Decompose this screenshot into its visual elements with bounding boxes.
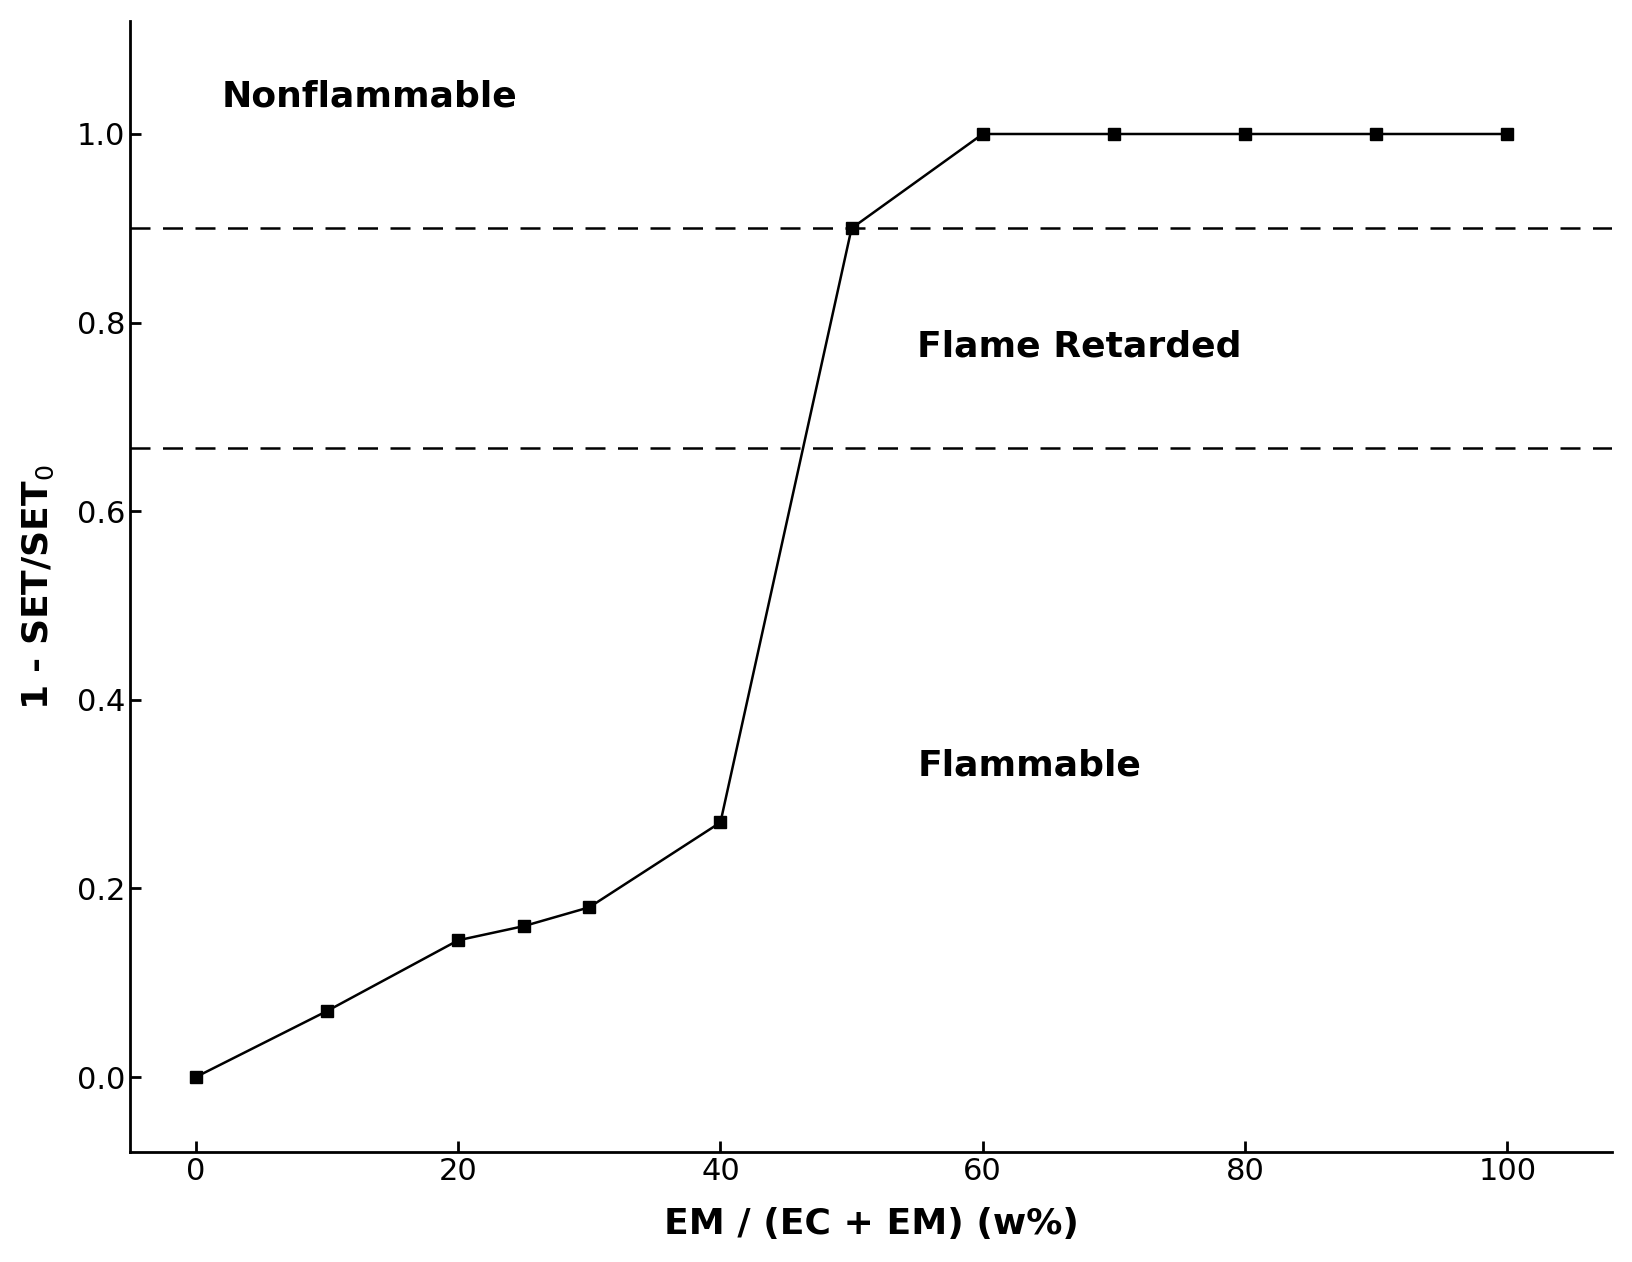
Text: Nonflammable: Nonflammable [222, 80, 517, 114]
Text: Flammable: Flammable [917, 748, 1141, 782]
Text: Flame Retarded: Flame Retarded [917, 329, 1240, 363]
Y-axis label: 1 - SET/SET$_0$: 1 - SET/SET$_0$ [21, 463, 55, 709]
X-axis label: EM / (EC + EM) (w%): EM / (EC + EM) (w%) [663, 1208, 1079, 1241]
